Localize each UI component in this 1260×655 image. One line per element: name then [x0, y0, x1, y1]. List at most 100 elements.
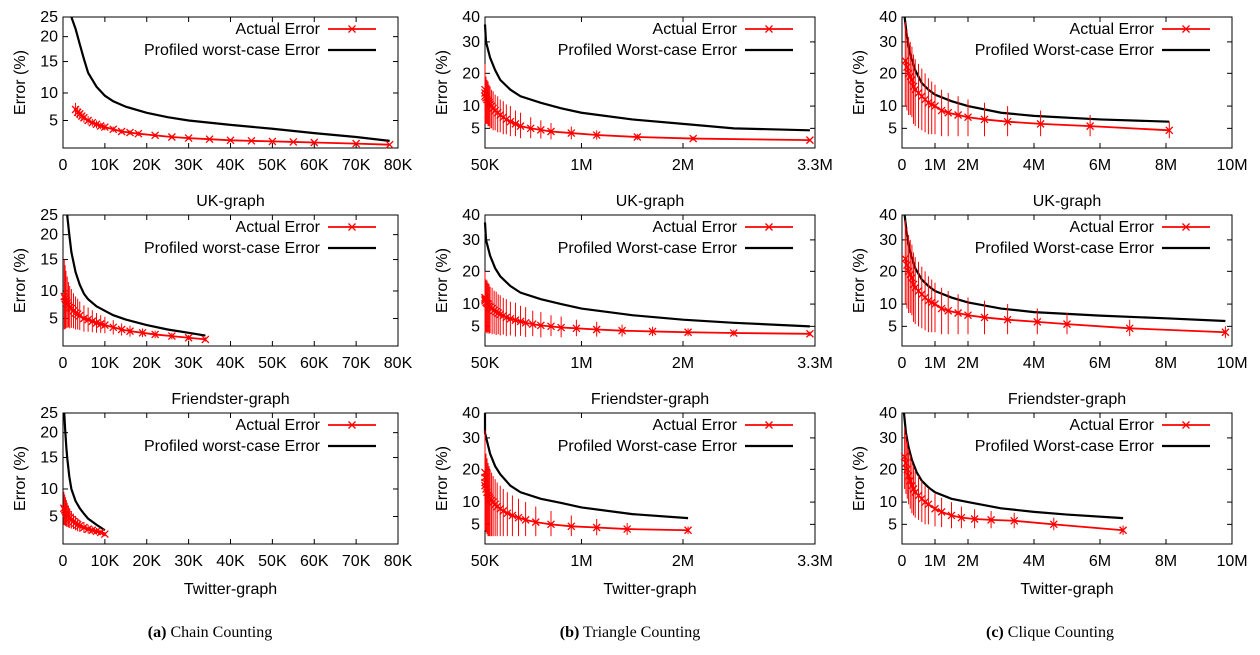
y-tick-label: 20: [462, 461, 480, 478]
x-tick-label: 10M: [1216, 355, 1247, 372]
y-tick-label: 25: [40, 405, 58, 422]
data-point-marker: [954, 111, 963, 119]
x-tick-label: 0: [898, 553, 907, 570]
x-tick-label: 8M: [1155, 553, 1177, 570]
data-point-marker: [901, 56, 910, 65]
data-point-marker: [536, 125, 545, 134]
data-point-marker: [1010, 516, 1019, 525]
data-point-marker: [151, 131, 160, 140]
data-point-marker: [506, 314, 515, 323]
data-point-marker: [805, 329, 814, 338]
data-point-marker: [937, 507, 946, 516]
data-point-marker: [536, 321, 545, 330]
y-axis-label: Error (%): [12, 248, 29, 313]
x-tick-label: 2M: [672, 157, 694, 174]
y-tick-label: 20: [879, 461, 897, 478]
x-tick-label: 0: [59, 553, 68, 570]
x-tick-label: 1M: [570, 553, 592, 570]
y-tick-label: 5: [471, 318, 480, 335]
x-tick-label: 50K: [471, 355, 500, 372]
data-point-marker: [134, 129, 143, 138]
data-point-marker: [226, 136, 235, 145]
x-tick-label: 4M: [1023, 157, 1045, 174]
y-tick-label: 20: [40, 29, 58, 46]
legend-label-actual: Actual Error: [653, 417, 738, 434]
plot-frame: [901, 214, 1233, 347]
y-tick-label: 30: [879, 430, 897, 447]
data-point-marker: [547, 520, 555, 529]
legend-label-profiled: Profiled worst-case Error: [144, 438, 321, 455]
x-tick-label: 10K: [91, 355, 120, 372]
y-tick-label: 30: [462, 34, 480, 51]
y-tick-label: 30: [462, 430, 480, 447]
data-point-marker: [499, 507, 508, 515]
x-tick-label: 0: [59, 355, 68, 372]
data-point-marker: [109, 323, 118, 332]
chart-panel: UK-graph 5 10 15 20 25 0 10K 20K 30K 40K 50K 60K 70K 8…: [12, 193, 413, 372]
chart-title: UK-graph: [1033, 193, 1101, 210]
x-tick-label: 2M: [672, 553, 694, 570]
data-point-marker: [526, 124, 535, 133]
y-tick-label: 10: [462, 494, 480, 511]
y-tick-label: 10: [462, 98, 480, 115]
y-tick-label: 25: [40, 9, 58, 26]
y-tick-label: 20: [462, 263, 480, 280]
y-axis-label: Error (%): [434, 50, 451, 115]
data-point-marker: [944, 108, 953, 117]
data-point-marker: [268, 137, 277, 146]
x-tick-label: 80K: [384, 355, 413, 372]
data-point-marker: [1119, 526, 1128, 535]
x-tick-label: 0: [59, 157, 68, 174]
x-tick-label: 60K: [300, 157, 329, 174]
data-point-marker: [385, 140, 394, 149]
legend-marker-actual: [348, 223, 356, 231]
data-point-marker: [980, 115, 989, 124]
y-axis-label: Error (%): [434, 248, 451, 313]
data-point-marker: [352, 139, 361, 148]
data-point-marker: [904, 471, 913, 480]
data-point-marker: [1036, 119, 1045, 128]
data-point-marker: [71, 309, 80, 317]
data-point-marker: [516, 122, 525, 131]
y-tick-label: 15: [40, 450, 58, 467]
legend-marker-actual: [1182, 25, 1190, 33]
plot-frame: [901, 16, 1233, 149]
data-point-marker: [100, 123, 109, 132]
data-point-marker: [100, 321, 109, 330]
data-point-marker: [511, 316, 520, 325]
chart-panel: UK-graph 5 10 20 30 40 0 1M 2M 4M 6M 8M 10M Error (%)…: [851, 193, 1248, 372]
data-point-marker: [623, 525, 632, 534]
data-point-marker: [514, 513, 523, 522]
data-point-marker: [567, 522, 576, 531]
data-point-marker: [63, 299, 72, 308]
data-point-marker: [1221, 328, 1230, 337]
data-point-marker: [310, 138, 319, 147]
legend-label-profiled: Profiled Worst-case Error: [975, 240, 1155, 257]
x-tick-label: 40K: [216, 355, 245, 372]
data-point-marker: [729, 329, 738, 337]
y-tick-label: 20: [462, 65, 480, 82]
x-tick-label: 2M: [957, 355, 979, 372]
legend-label-actual: Actual Error: [236, 21, 321, 38]
x-tick-label: 60K: [300, 553, 329, 570]
series-actual-line: [484, 89, 810, 142]
legend-label-profiled: Profiled Worst-case Error: [975, 438, 1155, 455]
x-tick-label: 1M: [924, 157, 946, 174]
caption-label: (b): [559, 624, 580, 641]
chart-title: Friendster-graph: [171, 391, 289, 408]
y-tick-label: 20: [40, 227, 58, 244]
series-profiled-line: [903, 214, 1226, 323]
data-point-marker: [521, 515, 530, 524]
data-point-marker: [126, 327, 134, 336]
x-tick-label: 8M: [1155, 157, 1177, 174]
data-point-marker: [508, 511, 517, 520]
data-point-marker: [572, 324, 581, 333]
chart-title: Friendster-graph: [1008, 391, 1126, 408]
series-profiled-line: [483, 413, 689, 520]
data-point-marker: [289, 137, 298, 146]
data-point-marker: [931, 102, 939, 111]
data-point-marker: [931, 504, 939, 513]
data-point-marker: [547, 322, 555, 331]
data-point-marker: [805, 136, 814, 145]
data-point-marker: [61, 296, 70, 305]
